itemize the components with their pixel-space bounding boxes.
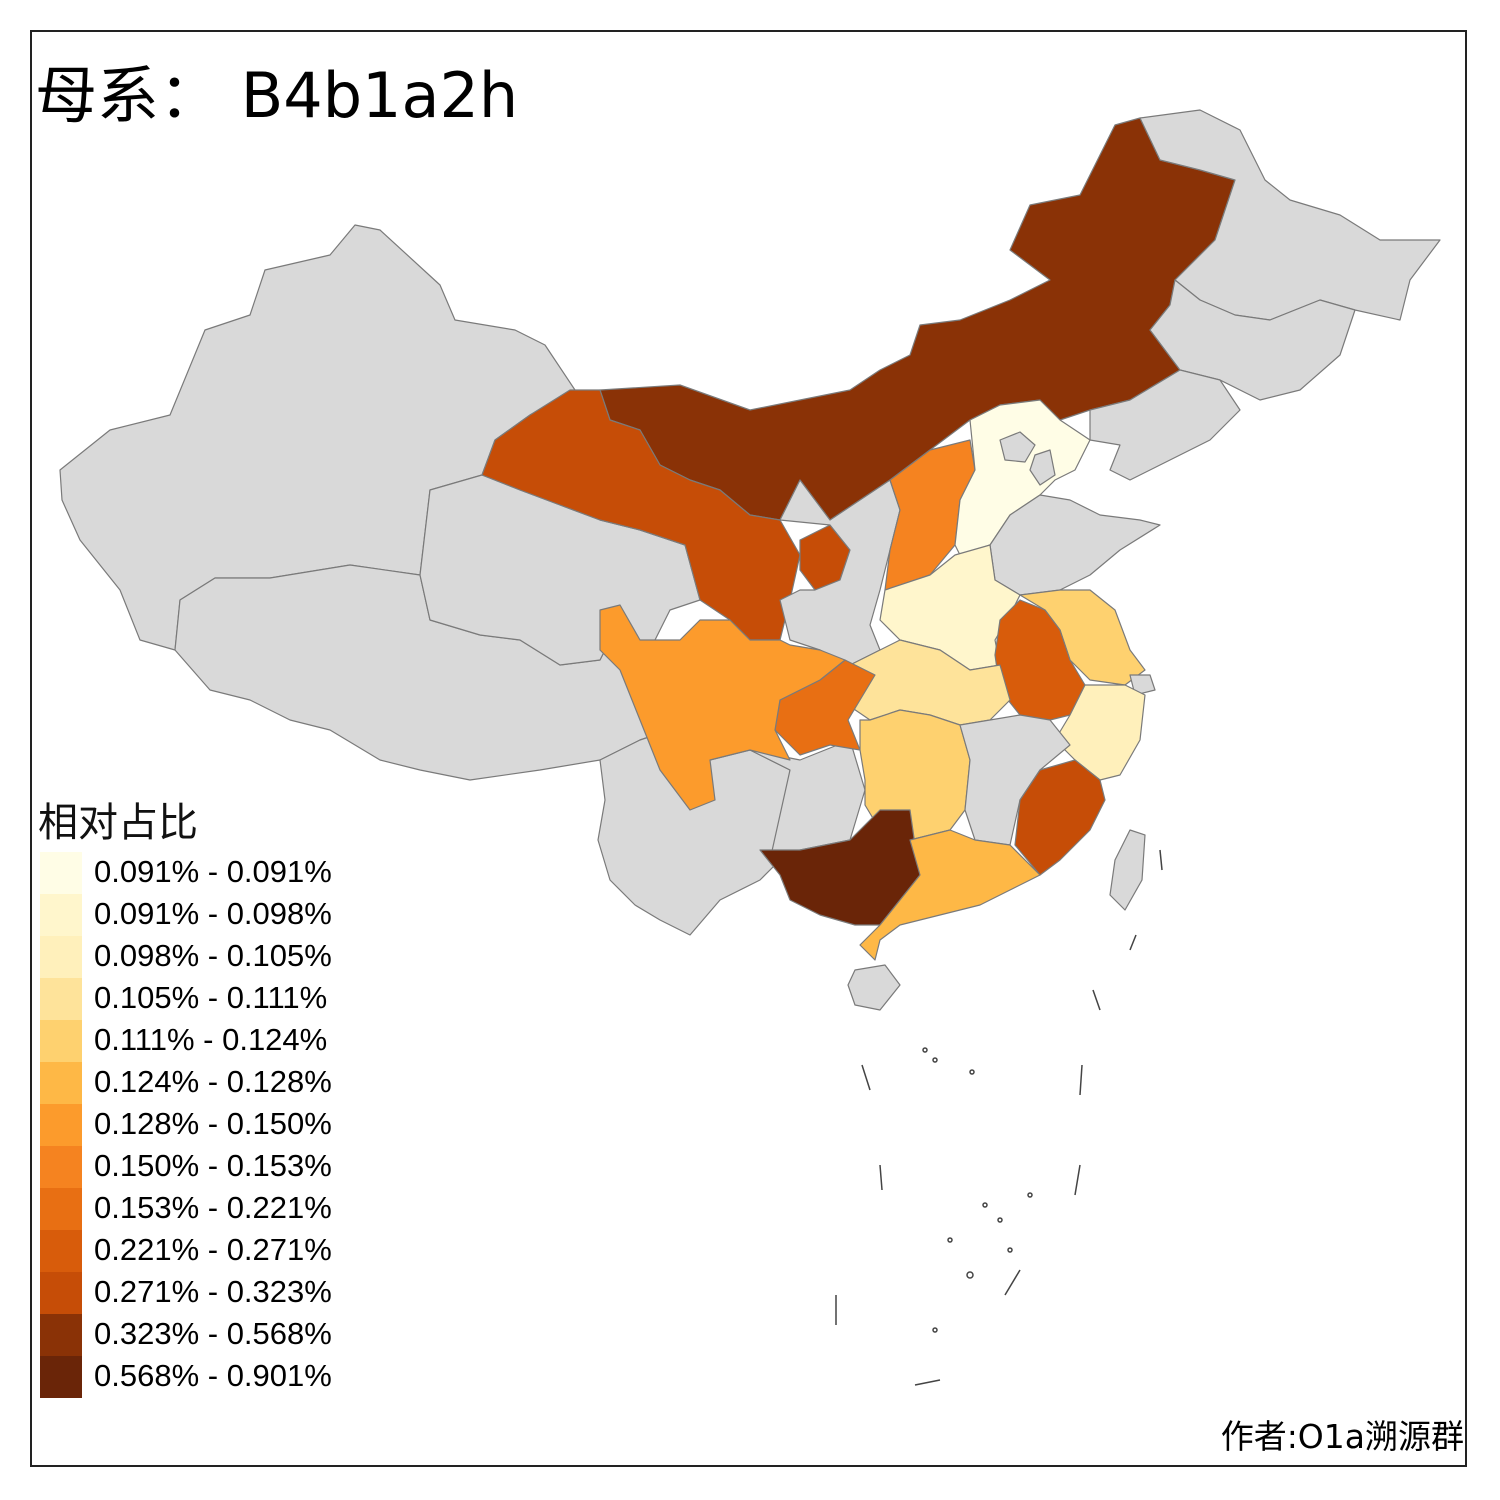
legend-swatch <box>40 1104 82 1146</box>
province-liaoning[interactable] <box>1089 369 1241 481</box>
legend-label: 0.091% - 0.098% <box>94 896 332 931</box>
province-zhejiang[interactable] <box>1054 684 1146 781</box>
province-tianjin[interactable] <box>1029 449 1056 486</box>
legend-label: 0.568% - 0.901% <box>94 1358 332 1393</box>
province-gansu[interactable] <box>481 389 801 641</box>
legend-label: 0.150% - 0.153% <box>94 1148 332 1183</box>
south-china-sea-islands <box>835 849 1163 1386</box>
province-guangdong[interactable] <box>859 829 1041 961</box>
legend-swatch <box>40 852 82 894</box>
legend-swatch <box>40 1020 82 1062</box>
province-hunan[interactable] <box>859 709 971 841</box>
legend-swatch <box>40 1188 82 1230</box>
legend-swatch <box>40 936 82 978</box>
legend-title: 相对占比 <box>38 800 198 846</box>
legend-label: 0.091% - 0.091% <box>94 854 332 889</box>
legend-swatch <box>40 1356 82 1398</box>
legend-label: 0.221% - 0.271% <box>94 1232 332 1267</box>
legend-label: 0.098% - 0.105% <box>94 938 332 973</box>
legend-swatch <box>40 894 82 936</box>
author-credit: 作者:O1a溯源群 <box>1220 1417 1464 1456</box>
legend-label: 0.124% - 0.128% <box>94 1064 332 1099</box>
legend-label: 0.323% - 0.568% <box>94 1316 332 1351</box>
legend-label: 0.128% - 0.150% <box>94 1106 332 1141</box>
province-beijing[interactable] <box>999 431 1036 463</box>
legend-swatch <box>40 1062 82 1104</box>
province-jilin[interactable] <box>1149 279 1356 401</box>
legend-label: 0.153% - 0.221% <box>94 1190 332 1225</box>
legend-label: 0.111% - 0.124% <box>94 1022 328 1057</box>
map-title: 母系： B4b1a2h <box>35 59 519 132</box>
legend-swatch <box>40 1272 82 1314</box>
legend-swatch <box>40 978 82 1020</box>
legend-label: 0.105% - 0.111% <box>94 980 328 1015</box>
province-hainan[interactable] <box>847 964 901 1011</box>
province-sichuan[interactable] <box>599 604 846 811</box>
legend-swatch <box>40 1314 82 1356</box>
legend-swatch <box>40 1146 82 1188</box>
legend-label: 0.271% - 0.323% <box>94 1274 332 1309</box>
province-fujian[interactable] <box>1014 759 1106 876</box>
province-taiwan[interactable] <box>1109 829 1146 911</box>
legend-swatch <box>40 1230 82 1272</box>
